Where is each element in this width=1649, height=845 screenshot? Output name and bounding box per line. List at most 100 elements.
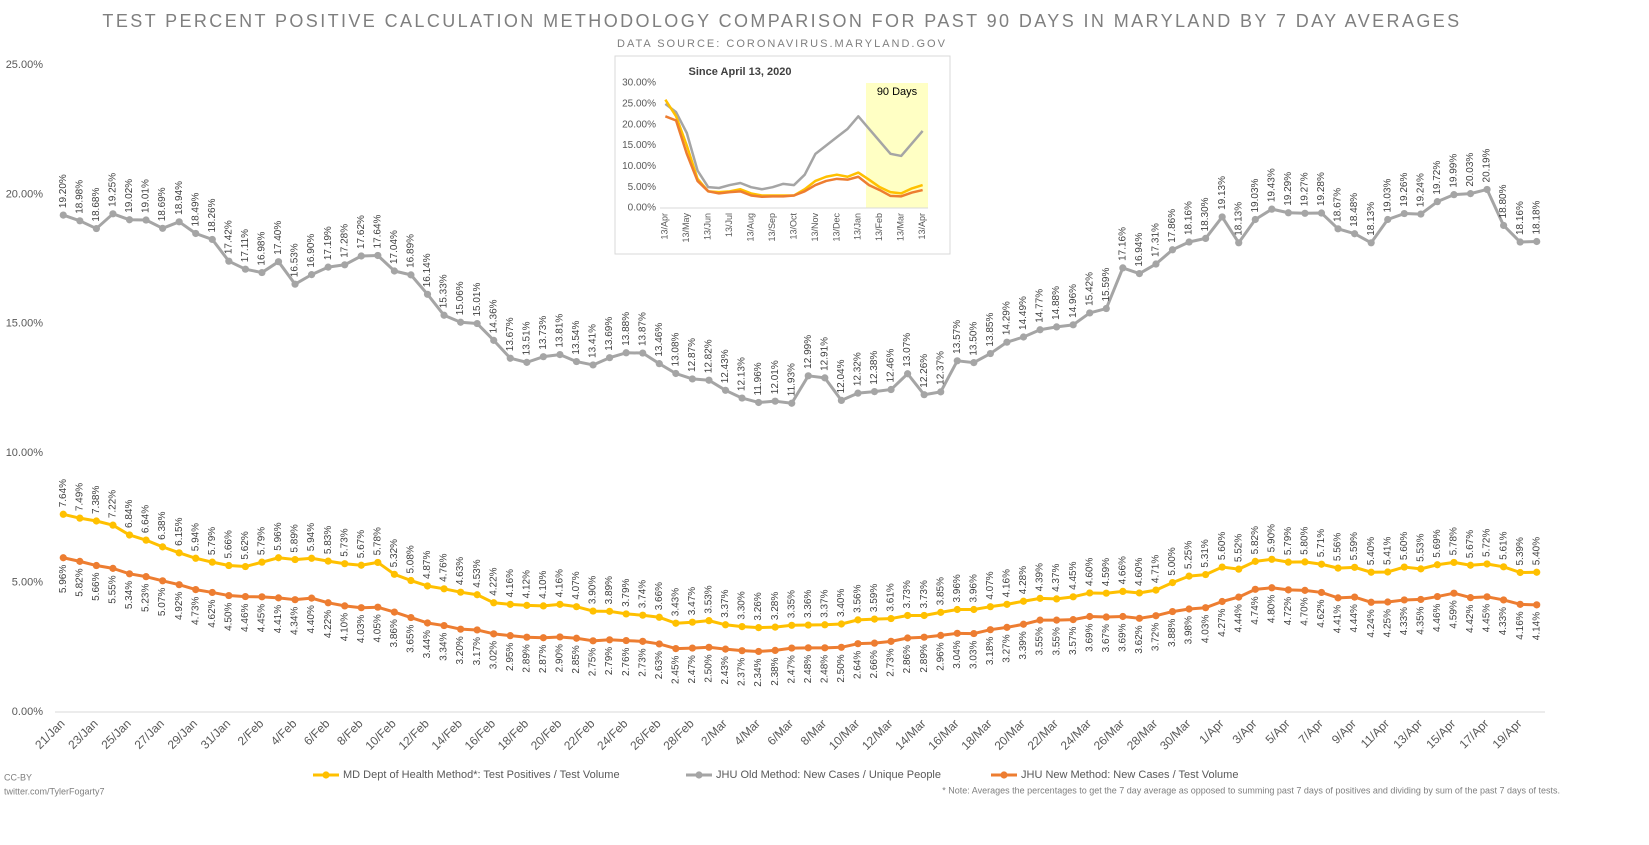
- x-tick-label: 1/Apr: [1196, 716, 1226, 746]
- point: [1483, 593, 1491, 601]
- data-label: 18.98%: [74, 180, 85, 214]
- data-label: 2.34%: [753, 658, 764, 686]
- data-label: 17.42%: [223, 220, 234, 254]
- chart-title: TEST PERCENT POSITIVE CALCULATION METHOD…: [102, 11, 1461, 31]
- data-label: 4.16%: [1002, 569, 1013, 597]
- data-label: 3.55%: [1035, 627, 1046, 655]
- data-label: 4.63%: [455, 557, 466, 585]
- data-label: 2.45%: [670, 655, 681, 683]
- footnote: * Note: Averages the percentages to get …: [942, 785, 1560, 795]
- point: [738, 622, 746, 631]
- point: [92, 517, 100, 525]
- data-label: 19.43%: [1266, 168, 1277, 202]
- data-label: 3.53%: [704, 585, 715, 613]
- point: [539, 353, 547, 361]
- data-label: 4.53%: [472, 559, 483, 587]
- point: [308, 594, 316, 602]
- point: [870, 639, 879, 647]
- point: [1301, 209, 1309, 217]
- data-label: 12.46%: [886, 349, 897, 383]
- data-label: 15.01%: [472, 283, 483, 317]
- point: [804, 644, 812, 652]
- point: [1400, 209, 1408, 218]
- data-label: 3.65%: [406, 624, 417, 652]
- data-label: 16.89%: [406, 234, 417, 268]
- point: [423, 290, 432, 298]
- point: [341, 261, 349, 269]
- point: [870, 615, 879, 623]
- point: [258, 268, 266, 277]
- x-tick-label: 24/Feb: [594, 716, 631, 753]
- point: [1003, 600, 1011, 608]
- data-label: 2.95%: [505, 643, 516, 671]
- x-tick-label: 5/Apr: [1263, 716, 1293, 746]
- point: [1251, 557, 1259, 565]
- data-label: 5.34%: [124, 581, 135, 609]
- point: [572, 634, 581, 642]
- data-label: 5.07%: [157, 588, 168, 616]
- data-label: 11.96%: [753, 362, 764, 395]
- y-tick-label: 5.00%: [628, 182, 656, 193]
- data-label: 16.53%: [290, 243, 301, 277]
- data-label: 12.99%: [803, 335, 814, 369]
- data-label: 5.89%: [290, 524, 301, 552]
- data-label: 17.86%: [1167, 209, 1178, 243]
- data-label: 3.69%: [1117, 623, 1128, 651]
- point: [59, 554, 67, 562]
- data-label: 13.08%: [670, 332, 681, 366]
- point: [1152, 612, 1160, 620]
- data-label: 5.94%: [306, 523, 317, 551]
- point: [241, 592, 249, 601]
- x-tick-label: 4/Mar: [731, 716, 763, 748]
- data-label: 2.89%: [919, 644, 930, 672]
- data-label: 14.49%: [1018, 296, 1029, 330]
- data-label: 5.39%: [1515, 537, 1526, 565]
- point: [1268, 205, 1276, 213]
- data-label: 4.46%: [1432, 603, 1443, 631]
- data-label: 5.08%: [406, 545, 417, 573]
- point: [357, 561, 365, 569]
- data-label: 16.98%: [257, 232, 268, 266]
- data-label: 18.80%: [1498, 184, 1509, 218]
- point: [721, 386, 730, 394]
- data-label: 4.10%: [339, 613, 350, 641]
- data-label: 19.13%: [1217, 176, 1228, 210]
- point: [804, 372, 812, 380]
- x-tick-label: 25/Jan: [98, 716, 133, 751]
- point: [1367, 598, 1375, 606]
- data-label: 3.04%: [952, 640, 963, 668]
- data-label: 3.79%: [621, 578, 632, 606]
- data-label: 5.59%: [1349, 532, 1360, 560]
- data-label: 5.66%: [91, 572, 102, 600]
- data-label: 5.66%: [223, 530, 234, 558]
- point: [1500, 221, 1508, 230]
- y-tick-label: 0.00%: [628, 203, 656, 214]
- point: [440, 621, 448, 630]
- point: [1384, 215, 1392, 224]
- point: [1367, 568, 1375, 576]
- point: [1533, 568, 1541, 576]
- data-label: 12.32%: [853, 352, 864, 386]
- data-label: 13.87%: [637, 312, 648, 346]
- point: [705, 643, 713, 651]
- point: [1119, 264, 1127, 272]
- x-tick-label: 22/Mar: [1025, 716, 1061, 752]
- data-label: 2.90%: [555, 644, 566, 672]
- data-label: 19.25%: [108, 173, 119, 207]
- data-label: 4.22%: [323, 610, 334, 638]
- point: [539, 634, 547, 642]
- point: [423, 582, 432, 590]
- data-label: 4.39%: [1035, 563, 1046, 591]
- data-label: 12.04%: [836, 359, 847, 393]
- data-label: 18.67%: [1333, 188, 1344, 222]
- data-label: 3.61%: [886, 583, 897, 611]
- point: [953, 605, 961, 614]
- point: [175, 581, 183, 589]
- point: [1384, 598, 1392, 606]
- point: [1168, 579, 1177, 587]
- point: [1003, 338, 1011, 346]
- legend-marker: [695, 771, 703, 779]
- point: [457, 588, 465, 596]
- point: [308, 271, 316, 279]
- data-label: 4.46%: [240, 603, 251, 631]
